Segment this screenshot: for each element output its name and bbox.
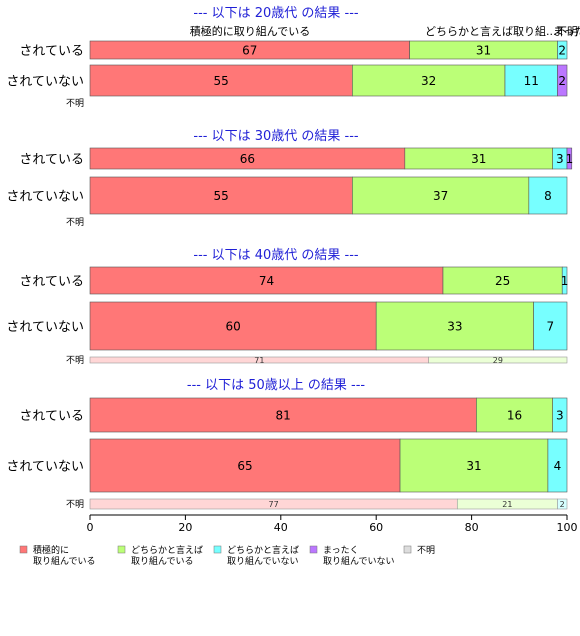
bar-segment-somewhat_not (533, 301, 568, 351)
data-label: 67 (242, 44, 257, 58)
row-label: 不明 (66, 499, 84, 510)
bar-segment-active (89, 438, 401, 493)
data-label: 31 (466, 459, 481, 473)
bar-segment-somewhat (375, 301, 534, 351)
data-label: 55 (214, 74, 229, 88)
row-label: されている (19, 275, 84, 290)
legend-label-active: 取り組んでいる (33, 555, 96, 567)
legend-label-somewhat_not: どちらかと言えば (227, 544, 299, 556)
row-label: 不明 (66, 217, 84, 228)
row-label: されている (19, 153, 84, 168)
row-label: されている (19, 409, 84, 424)
group-title: --- 以下は 20歳代 の結果 --- (193, 6, 359, 21)
x-tick-label: 60 (369, 521, 383, 534)
data-label: 8 (544, 189, 552, 203)
category-label-somewhat: どちらかと言えば取り組... (425, 25, 557, 38)
data-label: 3 (556, 409, 564, 423)
bar-segment-somewhat_not (557, 40, 568, 60)
bar-segment-active (89, 301, 377, 351)
data-label: 21 (502, 500, 512, 509)
legend-swatch-somewhat (117, 545, 126, 554)
x-tick-label: 100 (557, 521, 578, 534)
bar-segment-somewhat_not (552, 397, 568, 433)
data-label: 74 (259, 274, 274, 288)
bar-segment-somewhat (442, 266, 563, 295)
bar-segment-somewhat_not (557, 498, 568, 510)
data-label: 33 (447, 320, 462, 334)
bar-segment-active (89, 266, 444, 295)
data-label: 2 (560, 500, 565, 509)
bar-segment-somewhat_not (504, 64, 558, 97)
data-label: 29 (493, 356, 503, 365)
data-label: 7 (546, 320, 554, 334)
row-label: されていない (6, 190, 84, 205)
group-title: --- 以下は 50歳以上 の結果 --- (187, 378, 366, 393)
data-label: 77 (269, 500, 279, 509)
x-tick-label: 20 (178, 521, 192, 534)
data-label: 3 (556, 152, 564, 166)
bar-segment-not_at_all (566, 147, 573, 170)
data-label: 16 (507, 409, 522, 423)
legend-swatch-not_at_all (309, 545, 318, 554)
data-label: 1 (566, 152, 574, 166)
bar-segment-not_at_all (557, 64, 568, 97)
row-label: されている (19, 44, 84, 59)
group-title: --- 以下は 40歳代 の結果 --- (193, 248, 359, 263)
row-label: されていない (6, 320, 84, 335)
row-label: されていない (6, 460, 84, 475)
data-label: 65 (237, 459, 252, 473)
data-label: 37 (433, 189, 448, 203)
category-label-active: 積極的に取り組んでいる (190, 24, 310, 38)
x-tick-label: 40 (274, 521, 288, 534)
data-label: 1 (561, 274, 569, 288)
legend-label-somewhat: 取り組んでいる (131, 555, 194, 567)
legend-label-not_at_all: 取り組んでいない (323, 555, 395, 567)
data-label: 11 (524, 74, 539, 88)
data-label: 25 (495, 274, 510, 288)
bar-segment-somewhat (428, 356, 568, 364)
data-label: 60 (225, 320, 240, 334)
row-label: されていない (6, 75, 84, 90)
bar-segment-somewhat (352, 64, 506, 97)
row-label: 不明 (66, 355, 84, 366)
data-label: 2 (558, 44, 566, 58)
legend-label-somewhat_not: 取り組んでいない (227, 555, 299, 567)
data-label: 32 (421, 74, 436, 88)
bar-segment-active (89, 64, 353, 97)
data-label: 71 (254, 356, 264, 365)
legend-label-not_at_all: まったく (323, 545, 359, 556)
legend-swatch-somewhat_not (213, 545, 222, 554)
bar-segment-active (89, 176, 353, 215)
bar-segment-active (89, 397, 477, 433)
x-tick-label: 0 (87, 521, 94, 534)
legend-swatch-active (19, 545, 28, 554)
bar-segment-somewhat_not (547, 438, 568, 493)
data-label: 31 (476, 44, 491, 58)
legend-label-active: 積極的に (33, 544, 69, 556)
x-tick-label: 80 (465, 521, 479, 534)
data-label: 31 (471, 152, 486, 166)
bar-segment-somewhat (352, 176, 530, 215)
legend-label-unknown: 不明 (417, 545, 435, 556)
bar-segment-somewhat (399, 438, 549, 493)
bar-segment-somewhat_not (561, 266, 568, 295)
data-label: 66 (240, 152, 255, 166)
data-label: 81 (276, 409, 291, 423)
group-title: --- 以下は 30歳代 の結果 --- (193, 129, 359, 144)
category-label-unknown: 不明 (556, 25, 578, 38)
data-label: 55 (214, 189, 229, 203)
row-label: 不明 (66, 98, 84, 109)
bar-segment-somewhat_not (528, 176, 568, 215)
category-label-not-at-all: まったく... (553, 25, 580, 38)
data-label: 2 (558, 74, 566, 88)
legend-label-somewhat: どちらかと言えば (131, 544, 203, 556)
data-label: 4 (554, 459, 562, 473)
legend-swatch-unknown (403, 545, 412, 554)
bar-segment-somewhat (476, 397, 553, 433)
